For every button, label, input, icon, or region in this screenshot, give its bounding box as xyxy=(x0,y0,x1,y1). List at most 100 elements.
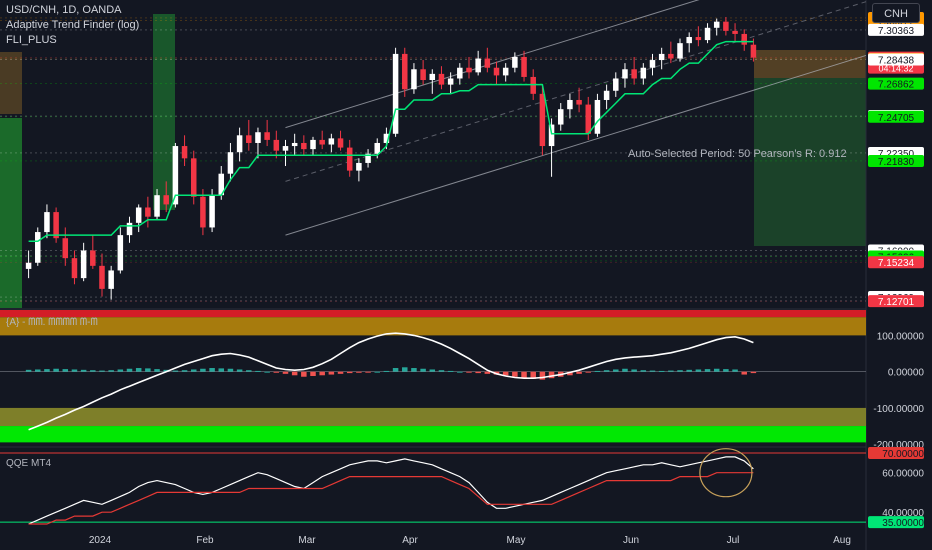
regression-channel-line xyxy=(285,1,867,182)
oscillator-histogram-bar xyxy=(750,371,757,374)
candle-body xyxy=(190,158,197,197)
price-label-text: 7.12701 xyxy=(878,297,915,308)
candle-body xyxy=(117,235,124,271)
price-label-badge xyxy=(868,256,924,269)
oscillator-histogram-bar xyxy=(301,371,307,377)
regression-channel-line xyxy=(285,54,867,236)
oscillator-histogram-bar xyxy=(631,369,637,372)
take-profit-box xyxy=(754,78,866,246)
candle-body xyxy=(392,53,399,134)
oscillator-tick-label: 100.00000 xyxy=(877,331,925,342)
oscillator-histogram-bar xyxy=(35,369,41,372)
oscillator-histogram-bar xyxy=(62,369,69,372)
oscillator-histogram-bar xyxy=(236,369,243,372)
oscillator-tick-label: -200.00000 xyxy=(873,440,924,451)
oscillator-histogram-bar xyxy=(695,369,702,372)
oscillator-histogram-bar xyxy=(429,369,436,372)
candle-body xyxy=(319,139,325,145)
candle-body xyxy=(291,142,298,147)
candle-body xyxy=(512,56,518,68)
symbol-button[interactable]: CNH xyxy=(872,3,920,23)
candle-body xyxy=(282,146,289,151)
candle-body xyxy=(548,124,555,147)
oscillator-histogram-bar xyxy=(539,371,546,380)
oscillator-zone xyxy=(0,407,866,427)
oscillator-histogram-bar xyxy=(80,369,87,372)
price-label-badge xyxy=(868,23,924,36)
indicator-title-fli-plus[interactable]: FLI_PLUS xyxy=(6,34,57,46)
indicator-title-trend-finder[interactable]: Adaptive Trend Finder (log) xyxy=(6,19,140,31)
oscillator-histogram-bar xyxy=(44,369,50,372)
oscillator-histogram-bar xyxy=(420,368,426,372)
symbol-title[interactable]: USD/CNH, 1D, OANDA xyxy=(6,4,122,16)
candle-body xyxy=(62,238,69,259)
oscillator-histogram-bar xyxy=(200,368,206,372)
candle-body xyxy=(686,37,692,44)
oscillator-histogram-bar xyxy=(356,371,362,373)
oscillator-histogram-bar xyxy=(154,369,160,372)
oscillator-histogram-bar xyxy=(402,367,408,372)
oscillator-histogram-bar xyxy=(548,371,555,379)
left-demand-zone xyxy=(0,118,22,308)
oscillator-title[interactable]: {A} - ᗰᗰ. ᗰᗰᗰᗰ ᗰ-ᗰ xyxy=(6,317,98,328)
candle-body xyxy=(126,222,133,236)
price-label-text: 7.24705 xyxy=(878,113,915,124)
candle-body xyxy=(530,76,536,94)
oscillator-histogram-bar xyxy=(374,371,380,373)
price-label-text: 7.22350 xyxy=(878,149,915,160)
oscillator-histogram-bar xyxy=(567,371,573,376)
oscillator-histogram-bar xyxy=(438,370,445,372)
oscillator-histogram-bar xyxy=(328,371,335,375)
candle-body xyxy=(328,138,335,145)
qqe-pane xyxy=(0,448,866,525)
qqe-series-line xyxy=(28,472,754,525)
oscillator-histogram-bar xyxy=(90,370,96,372)
qqe-tick-label: 60.00000 xyxy=(882,469,924,480)
candle-body xyxy=(383,133,390,143)
candle-body xyxy=(53,212,59,239)
oscillator-histogram-bar xyxy=(521,371,527,379)
regression-channel-line xyxy=(285,0,700,129)
countdown-label-text: 04:14:32 xyxy=(878,64,913,74)
candle-body xyxy=(236,135,243,153)
oscillator-histogram-bar xyxy=(530,371,536,379)
oscillator-histogram-bar xyxy=(594,370,601,372)
oscillator-histogram-bar xyxy=(108,370,114,372)
main-pane xyxy=(0,0,867,302)
oscillator-histogram-bar xyxy=(255,370,261,372)
candle-body xyxy=(135,207,142,223)
candle-body xyxy=(172,146,179,205)
oscillator-tick-label: -100.00000 xyxy=(873,404,924,415)
qqe-title[interactable]: QQE MT4 xyxy=(6,458,52,469)
candle-body xyxy=(502,67,509,76)
candle-body xyxy=(557,109,564,125)
candle-body xyxy=(493,67,500,76)
oscillator-histogram-bar xyxy=(246,370,252,372)
oscillator-histogram-bar xyxy=(163,369,169,372)
oscillator-histogram-bar xyxy=(686,369,692,372)
price-label-text: 7.30363 xyxy=(878,26,915,37)
oscillator-histogram-bar xyxy=(126,368,133,372)
x-tick-label: Aug xyxy=(833,535,851,546)
candle-body xyxy=(145,207,151,217)
oscillator-histogram-bar xyxy=(135,368,142,372)
price-label-text: 7.26862 xyxy=(878,80,915,91)
candle-body xyxy=(603,90,610,100)
x-tick-label: Jul xyxy=(727,535,740,546)
oscillator-histogram-bar xyxy=(145,368,151,372)
oscillator-histogram-bar xyxy=(576,371,582,374)
price-label-badge xyxy=(868,154,924,167)
x-tick-label: Mar xyxy=(298,535,316,546)
candle-body xyxy=(255,132,261,143)
oscillator-histogram-bar xyxy=(484,371,491,374)
oscillator-histogram-bar xyxy=(291,371,298,376)
candle-body xyxy=(346,147,353,171)
oscillator-histogram-bar xyxy=(227,368,234,372)
oscillator-histogram-bar xyxy=(502,371,509,376)
candle-body xyxy=(429,73,436,81)
qqe-level-badge xyxy=(868,516,924,529)
candle-body xyxy=(466,67,472,73)
oscillator-histogram-bar xyxy=(658,370,665,372)
oscillator-histogram-bar xyxy=(475,371,481,374)
